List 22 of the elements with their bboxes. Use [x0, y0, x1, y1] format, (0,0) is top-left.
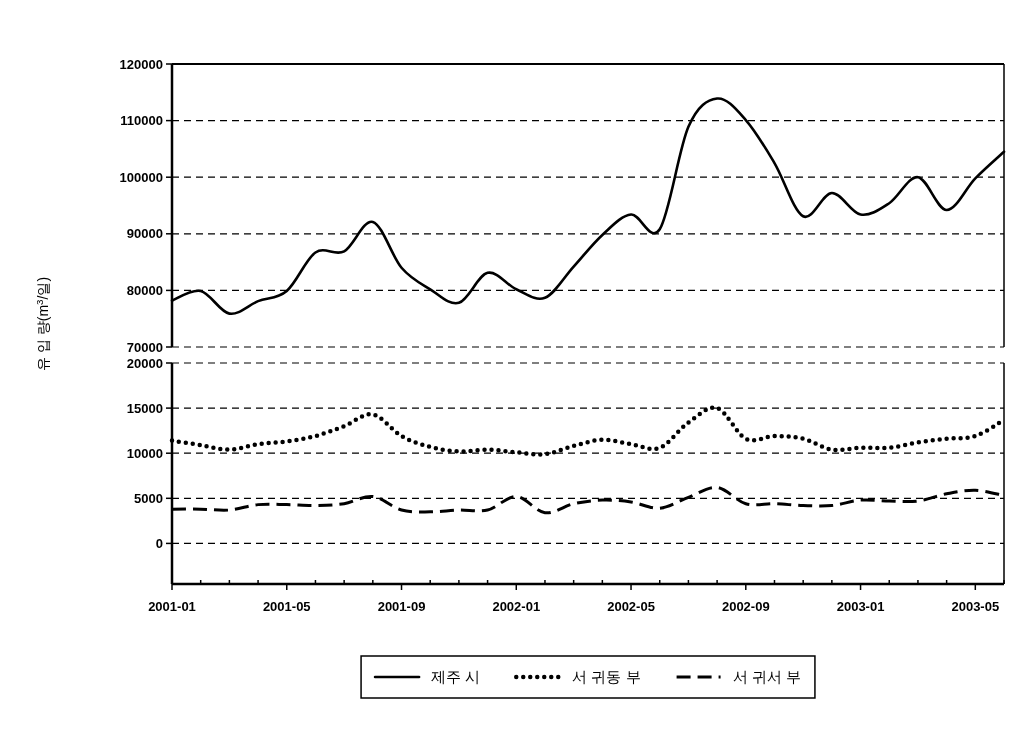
x-tick-label: 2001-01: [148, 599, 196, 614]
y-tick-label: 15000: [126, 400, 163, 416]
y-tick-label: 20000: [126, 355, 163, 371]
x-tick-label: 2002-09: [721, 599, 770, 614]
x-tick-label: 2001-05: [262, 599, 311, 614]
x-tick-label: 2001-09: [377, 599, 426, 614]
x-tick-label: 2002-01: [492, 599, 541, 614]
y-tick-label: 5000: [134, 490, 163, 506]
y-tick-label: 90000: [126, 226, 163, 242]
y-tick-label: 0: [155, 535, 163, 551]
x-tick-label: 2003-01: [836, 599, 885, 614]
y-tick-label: 70000: [126, 339, 163, 355]
legend-label: 서 귀서 부: [732, 668, 801, 685]
legend-label: 제주 시: [431, 668, 481, 685]
x-tick-label: 2003-05: [951, 599, 1000, 614]
y-tick-label: 80000: [126, 282, 163, 298]
x-tick-label: 2002-05: [607, 599, 655, 614]
y-tick-label: 110000: [120, 113, 163, 129]
y-tick-label: 100000: [119, 169, 163, 185]
y-tick-label: 10000: [126, 445, 163, 461]
text: 서 귀동 부: [572, 668, 641, 685]
y-tick-label: 120000: [119, 56, 163, 72]
